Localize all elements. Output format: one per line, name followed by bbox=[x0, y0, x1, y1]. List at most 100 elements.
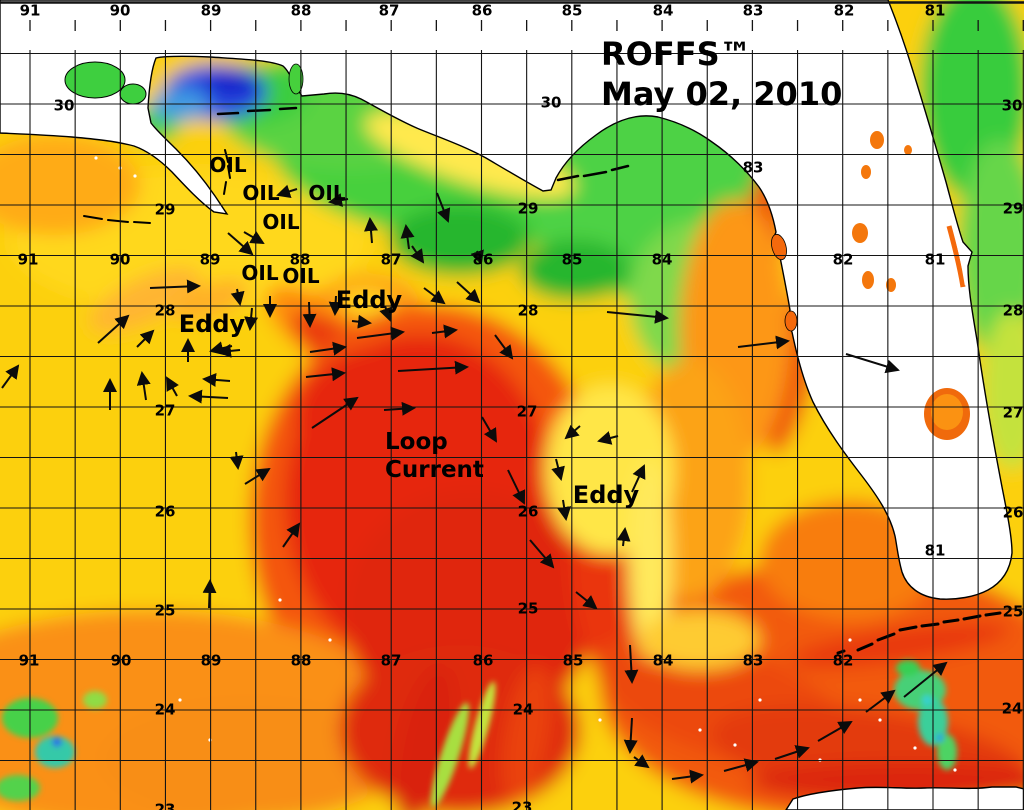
latitude-label: 27 bbox=[154, 401, 176, 420]
oil-label: OIL bbox=[209, 153, 247, 177]
current-arrow bbox=[817, 721, 853, 742]
latitude-label: 29 bbox=[1002, 199, 1024, 218]
longitude-label: 90 bbox=[110, 651, 132, 670]
current-arrow bbox=[845, 353, 900, 374]
current-arrow bbox=[623, 717, 638, 754]
current-arrow bbox=[397, 360, 469, 375]
title-block: ROFFS™ May 02, 2010 bbox=[601, 34, 842, 114]
current-arrow bbox=[364, 217, 378, 244]
current-arrow bbox=[305, 367, 346, 382]
loop-current-label: Loop Current bbox=[385, 429, 484, 483]
lake-pontchartrain bbox=[64, 61, 126, 99]
longitude-label: 89 bbox=[200, 651, 222, 670]
latitude-label: 24 bbox=[1001, 699, 1023, 718]
longitude-label: 82 bbox=[833, 1, 855, 20]
current-arrow bbox=[202, 372, 231, 387]
current-arrow bbox=[302, 301, 317, 328]
longitude-label: 84 bbox=[652, 1, 674, 20]
islands bbox=[83, 106, 1002, 655]
longitude-label: 90 bbox=[109, 1, 131, 20]
current-arrow bbox=[328, 295, 343, 316]
longitude-label: 91 bbox=[17, 250, 39, 269]
florida-keys bbox=[836, 611, 1002, 655]
oil-label: OIL bbox=[308, 181, 346, 205]
longitude-label: 86 bbox=[472, 250, 494, 269]
current-arrow bbox=[564, 424, 581, 440]
roffs-title: ROFFS™ bbox=[601, 35, 752, 73]
latitude-label: 23 bbox=[511, 798, 533, 810]
longitude-label: 91 bbox=[18, 651, 40, 670]
longitude-label: 82 bbox=[832, 651, 854, 670]
current-arrow bbox=[230, 288, 245, 306]
latitude-label: 27 bbox=[1002, 403, 1024, 422]
current-arrow bbox=[276, 184, 298, 199]
current-arrow bbox=[217, 343, 241, 358]
latitude-label: 26 bbox=[517, 502, 539, 521]
current-arrow bbox=[1, 364, 20, 389]
current-arrow bbox=[309, 341, 347, 356]
current-arrow bbox=[97, 314, 130, 344]
current-arrow bbox=[774, 745, 810, 760]
longitude-label: 85 bbox=[562, 651, 584, 670]
longitude-label: 84 bbox=[652, 651, 674, 670]
current-arrow bbox=[631, 464, 646, 493]
latitude-label: 24 bbox=[512, 700, 534, 719]
current-arrow bbox=[136, 371, 151, 401]
current-arrow bbox=[423, 287, 446, 305]
longitude-label: 81 bbox=[924, 1, 946, 20]
current-arrow bbox=[481, 416, 498, 443]
current-arrow bbox=[723, 758, 759, 772]
latitude-label: 30 bbox=[540, 93, 562, 112]
current-arrow bbox=[551, 458, 565, 481]
current-arrow bbox=[671, 769, 704, 784]
current-arrow bbox=[616, 527, 631, 547]
current-arrow bbox=[166, 376, 179, 397]
longitude-label: 87 bbox=[380, 250, 402, 269]
longitude-label: 83 bbox=[742, 651, 764, 670]
current-arrow bbox=[244, 467, 271, 485]
current-arrow bbox=[328, 193, 349, 207]
current-arrow bbox=[188, 389, 229, 404]
current-arrow bbox=[624, 644, 639, 684]
current-arrow bbox=[136, 329, 155, 348]
latitude-label: 28 bbox=[154, 301, 176, 320]
longitude-label: 87 bbox=[380, 651, 402, 670]
current-arrow bbox=[383, 401, 416, 416]
oil-label: OIL bbox=[242, 181, 280, 205]
longitude-label: 85 bbox=[561, 250, 583, 269]
oil-label: OIL bbox=[262, 210, 300, 234]
longitude-label: 83 bbox=[742, 1, 764, 20]
latitude-label: 30 bbox=[53, 96, 75, 115]
current-arrow bbox=[903, 661, 948, 698]
longitude-label: 81 bbox=[924, 541, 946, 560]
longitude-label: 86 bbox=[472, 651, 494, 670]
current-arrow bbox=[410, 245, 425, 264]
current-arrow bbox=[737, 335, 790, 350]
latitude-label: 23 bbox=[154, 800, 176, 810]
longitude-label: 84 bbox=[651, 250, 673, 269]
eddy-label: Eddy bbox=[178, 310, 246, 338]
current-arrow bbox=[379, 305, 393, 322]
current-arrow bbox=[557, 499, 572, 521]
current-arrow bbox=[149, 279, 201, 294]
eddy-label: Eddy bbox=[335, 286, 403, 314]
longitude-label: 81 bbox=[924, 250, 946, 269]
current-arrow bbox=[865, 689, 896, 713]
current-arrow bbox=[282, 522, 301, 548]
longitude-label: 89 bbox=[199, 250, 221, 269]
latitude-label: 29 bbox=[154, 200, 176, 219]
cuba-coast bbox=[785, 786, 1024, 810]
latitude-label: 28 bbox=[517, 301, 539, 320]
longitude-label: 90 bbox=[109, 250, 131, 269]
current-arrow bbox=[229, 451, 244, 470]
current-arrow bbox=[351, 314, 372, 329]
latitude-label: 27 bbox=[516, 402, 538, 421]
east-coast-lagoon bbox=[946, 225, 966, 288]
current-arrow bbox=[470, 249, 484, 265]
latitude-label: 24 bbox=[154, 700, 176, 719]
current-arrow bbox=[431, 324, 458, 339]
north-gulf-and-florida-coast bbox=[0, 0, 1013, 600]
lakes-and-bays bbox=[64, 61, 970, 440]
